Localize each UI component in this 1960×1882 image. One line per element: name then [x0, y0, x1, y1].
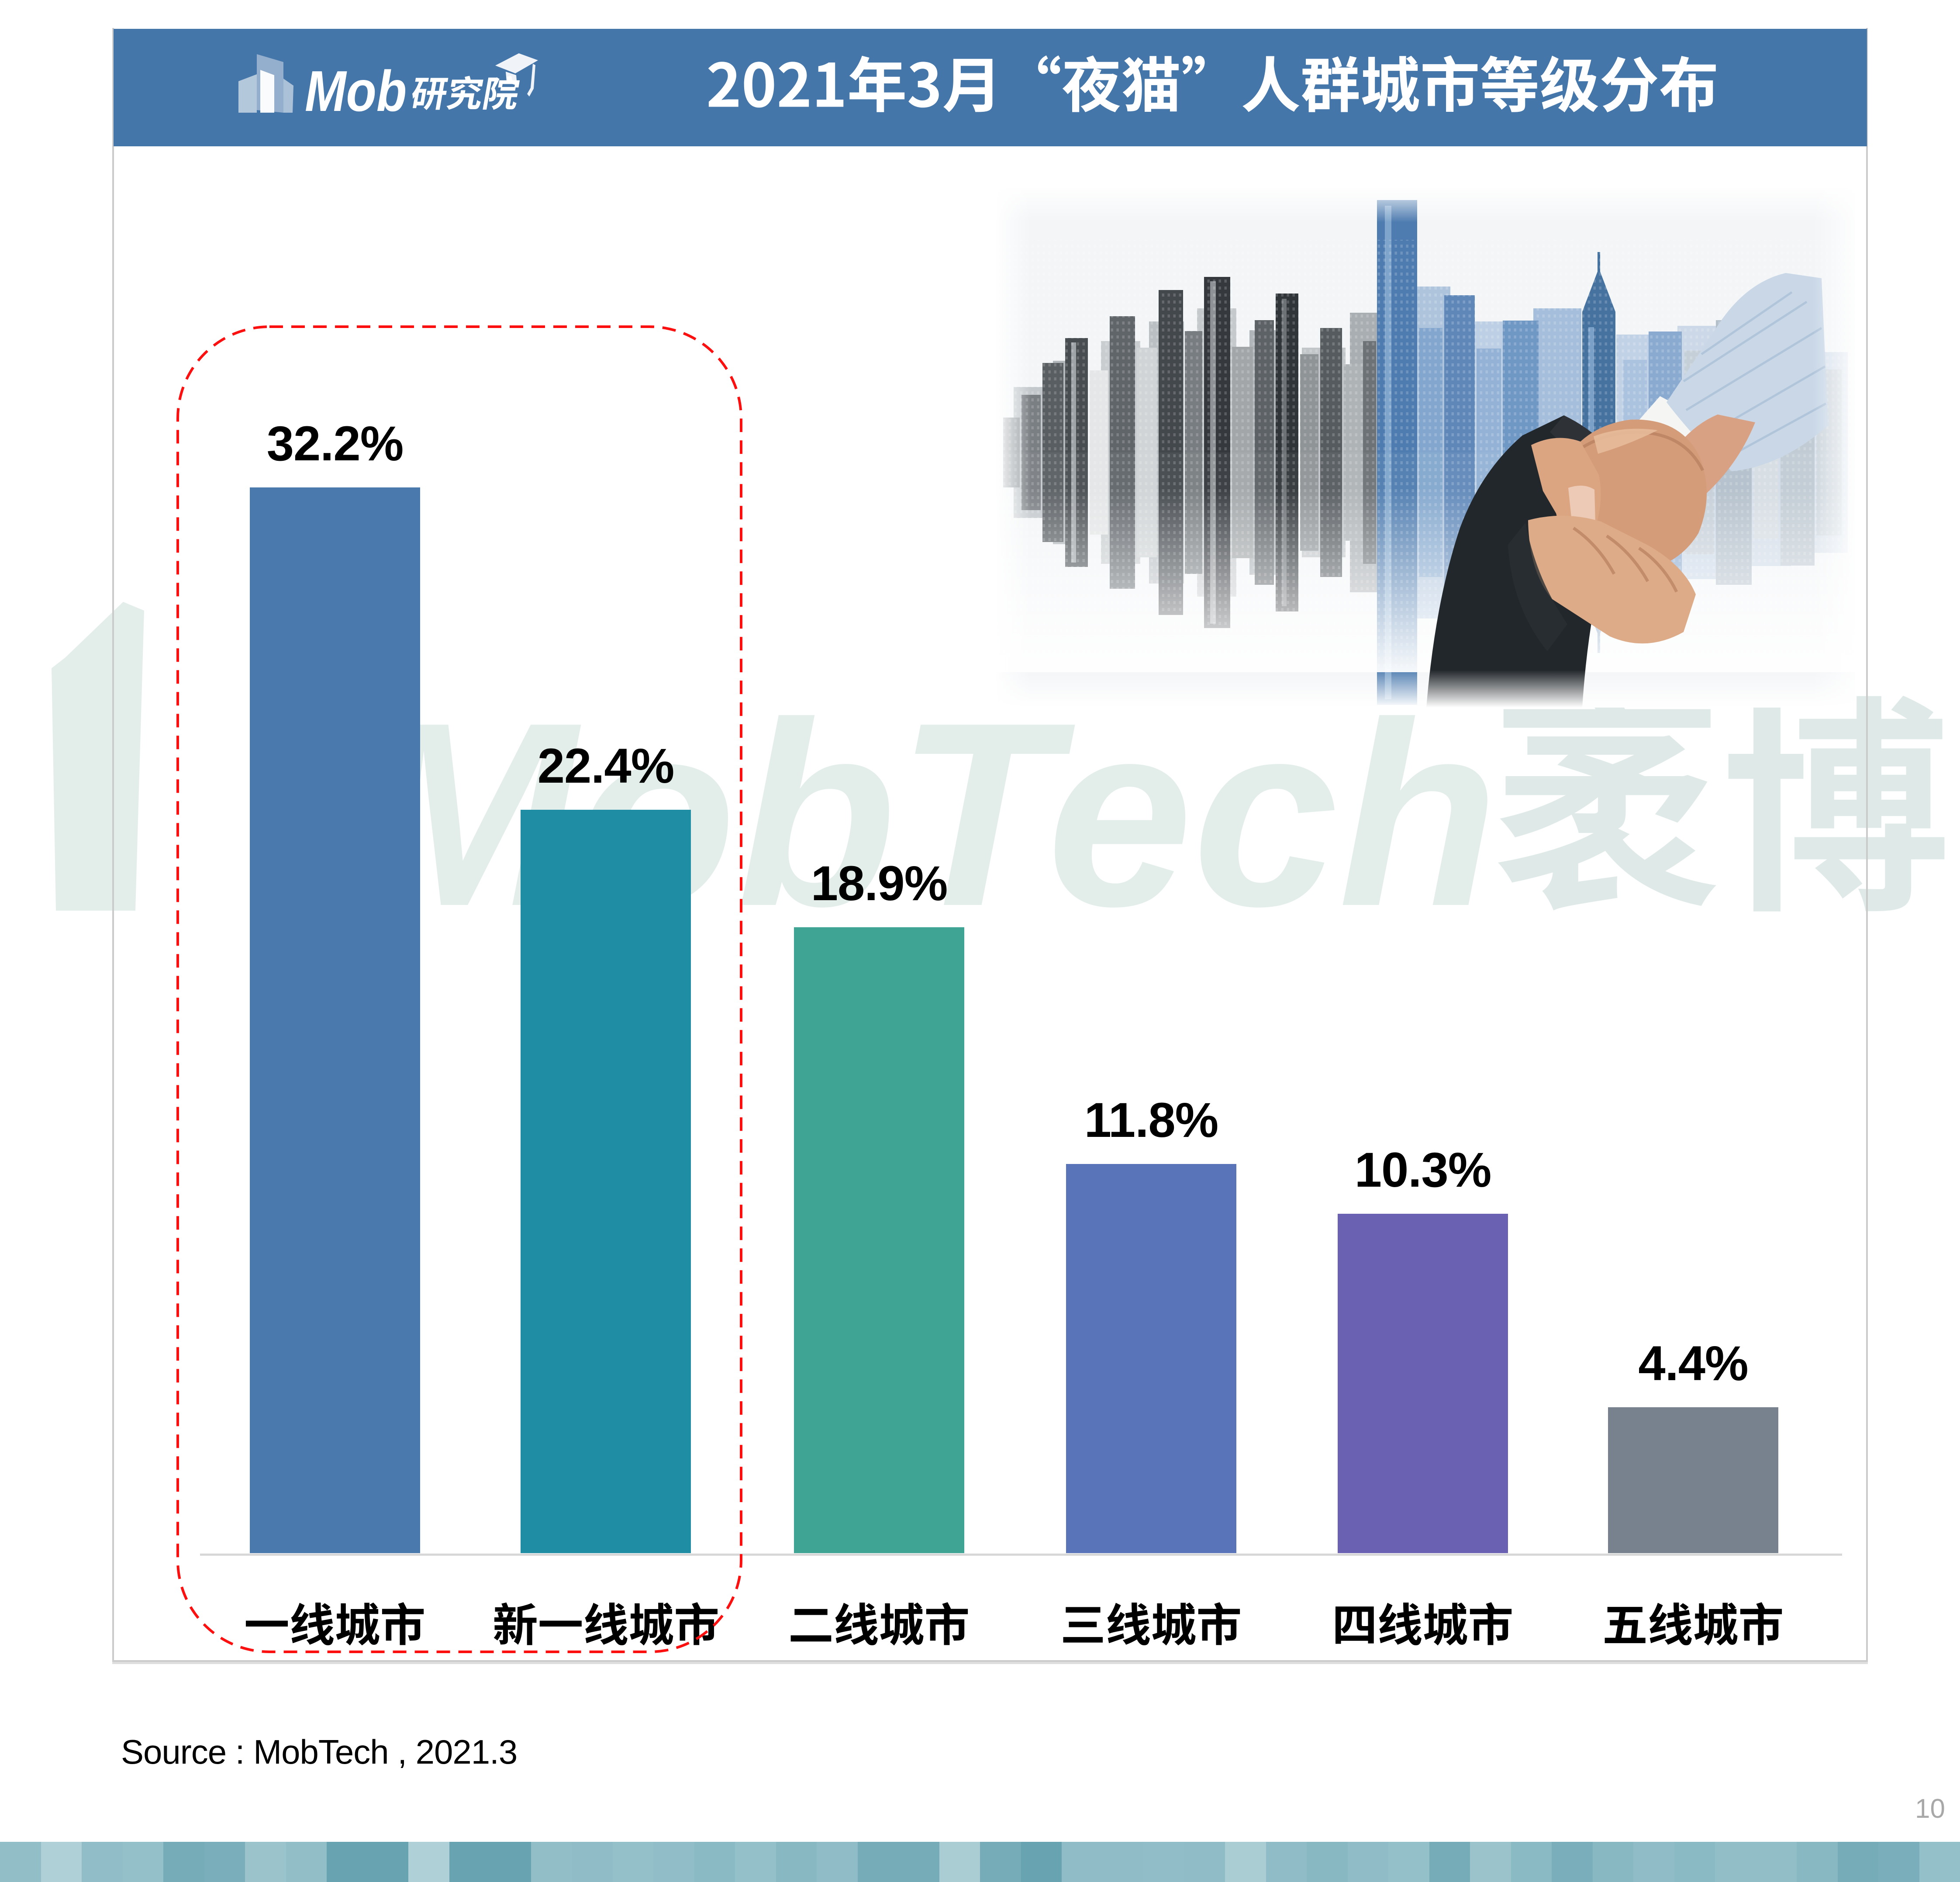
svg-text:Mob: Mob — [305, 59, 407, 124]
